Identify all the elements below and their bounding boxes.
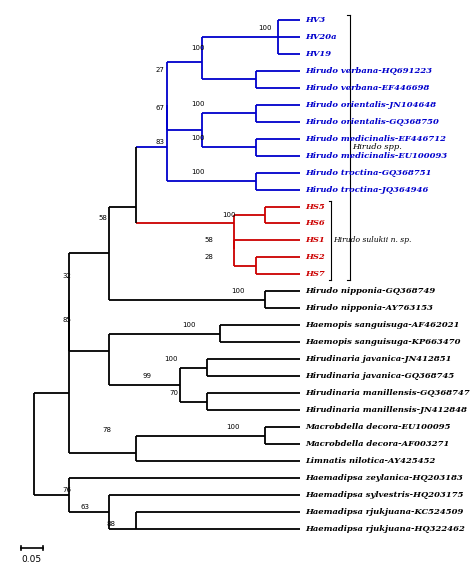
Text: 78: 78 xyxy=(102,427,111,433)
Text: 100: 100 xyxy=(231,288,245,294)
Text: Hirudo nipponia-AY763153: Hirudo nipponia-AY763153 xyxy=(305,304,433,312)
Text: 100: 100 xyxy=(191,169,205,175)
Text: 32: 32 xyxy=(63,273,72,278)
Text: Hirudinaria manillensis-JN412848: Hirudinaria manillensis-JN412848 xyxy=(305,406,467,414)
Text: Haemadipsa rjukjuana-HQ322462: Haemadipsa rjukjuana-HQ322462 xyxy=(305,525,465,533)
Text: Haemopis sanguisuga-KP663470: Haemopis sanguisuga-KP663470 xyxy=(305,338,461,346)
Text: HV20a: HV20a xyxy=(305,33,337,41)
Text: 99: 99 xyxy=(143,373,152,379)
Text: 27: 27 xyxy=(156,67,165,73)
Text: Limnatis nilotica-AY425452: Limnatis nilotica-AY425452 xyxy=(305,457,436,465)
Text: Hirudinaria manillensis-GQ368747: Hirudinaria manillensis-GQ368747 xyxy=(305,390,470,397)
Text: 58: 58 xyxy=(98,215,107,221)
Text: Hirudinaria javanica-GQ368745: Hirudinaria javanica-GQ368745 xyxy=(305,373,455,380)
Text: Hirudo orientalis-JN104648: Hirudo orientalis-JN104648 xyxy=(305,101,437,109)
Text: Hirudo verbana-EF446698: Hirudo verbana-EF446698 xyxy=(305,84,430,92)
Text: 100: 100 xyxy=(258,25,271,31)
Text: Haemopis sanguisuga-AF462021: Haemopis sanguisuga-AF462021 xyxy=(305,321,460,329)
Text: Haemadipsa zeylanica-HQ203183: Haemadipsa zeylanica-HQ203183 xyxy=(305,474,463,482)
Text: 28: 28 xyxy=(205,254,214,260)
Text: Haemadipsa sylvestris-HQ203175: Haemadipsa sylvestris-HQ203175 xyxy=(305,491,464,499)
Text: Hirudo spp.: Hirudo spp. xyxy=(352,143,402,151)
Text: Hirudo troctina-JQ364946: Hirudo troctina-JQ364946 xyxy=(305,185,429,193)
Text: 0.05: 0.05 xyxy=(21,556,42,564)
Text: 100: 100 xyxy=(191,45,205,51)
Text: Hirudinaria javanica-JN412851: Hirudinaria javanica-JN412851 xyxy=(305,356,452,363)
Text: HS6: HS6 xyxy=(305,219,325,227)
Text: HS1: HS1 xyxy=(305,236,325,244)
Text: Hirudo troctina-GQ368751: Hirudo troctina-GQ368751 xyxy=(305,168,432,176)
Text: 85: 85 xyxy=(63,317,72,323)
Text: Hirudo verbana-HQ691223: Hirudo verbana-HQ691223 xyxy=(305,67,433,75)
Text: Hirudo orientalis-GQ368750: Hirudo orientalis-GQ368750 xyxy=(305,117,439,126)
Text: 100: 100 xyxy=(222,211,236,218)
Text: HV19: HV19 xyxy=(305,50,332,58)
Text: Haemadipsa rjukjuana-KC524509: Haemadipsa rjukjuana-KC524509 xyxy=(305,508,464,516)
Text: Hirudo sulukii n. sp.: Hirudo sulukii n. sp. xyxy=(333,236,412,244)
Text: Hirudo medicinalis-EU100093: Hirudo medicinalis-EU100093 xyxy=(305,151,448,159)
Text: 76: 76 xyxy=(63,486,72,493)
Text: 67: 67 xyxy=(156,104,165,111)
Text: 83: 83 xyxy=(156,138,165,145)
Text: 63: 63 xyxy=(80,503,89,510)
Text: 100: 100 xyxy=(182,322,196,328)
Text: 58: 58 xyxy=(205,237,214,243)
Text: 100: 100 xyxy=(227,424,240,430)
Text: Macrobdella decora-AF003271: Macrobdella decora-AF003271 xyxy=(305,440,450,448)
Text: Hirudo medicinalis-EF446712: Hirudo medicinalis-EF446712 xyxy=(305,134,447,142)
Text: 88: 88 xyxy=(107,521,116,527)
Text: HS5: HS5 xyxy=(305,202,325,210)
Text: 100: 100 xyxy=(191,101,205,107)
Text: HS7: HS7 xyxy=(305,270,325,278)
Text: 70: 70 xyxy=(169,390,178,396)
Text: Macrobdella decora-EU100095: Macrobdella decora-EU100095 xyxy=(305,423,451,431)
Text: Hirudo nipponia-GQ368749: Hirudo nipponia-GQ368749 xyxy=(305,287,436,295)
Text: HS2: HS2 xyxy=(305,253,325,261)
Text: 100: 100 xyxy=(191,135,205,141)
Text: HV3: HV3 xyxy=(305,16,326,24)
Text: 100: 100 xyxy=(164,356,178,362)
